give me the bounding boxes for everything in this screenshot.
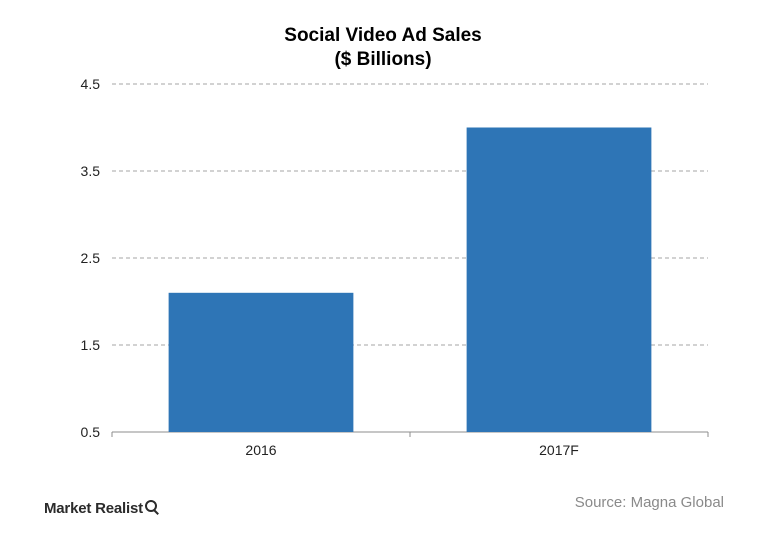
x-tick-label: 2017F xyxy=(539,442,579,458)
y-tick-label: 0.5 xyxy=(81,424,101,440)
chart-title-main: Social Video Ad Sales xyxy=(284,25,482,46)
chart-subtitle: ($ Billions) xyxy=(334,49,432,70)
chart-title: Social Video Ad Sales ($ Billions) xyxy=(0,24,766,72)
y-tick-label: 1.5 xyxy=(81,337,101,353)
y-tick-label: 4.5 xyxy=(81,76,101,92)
bar-2016 xyxy=(168,292,354,432)
brand-logo-text: Market Realist xyxy=(44,500,143,517)
x-tick-label: 2016 xyxy=(245,442,276,458)
bar-2017F xyxy=(466,127,652,432)
y-tick-label: 2.5 xyxy=(81,250,101,266)
source-note: Source: Magna Global xyxy=(574,494,724,511)
brand-logo: Market Realist xyxy=(44,500,159,517)
y-tick-label: 3.5 xyxy=(81,163,101,179)
magnifier-icon xyxy=(144,500,159,515)
